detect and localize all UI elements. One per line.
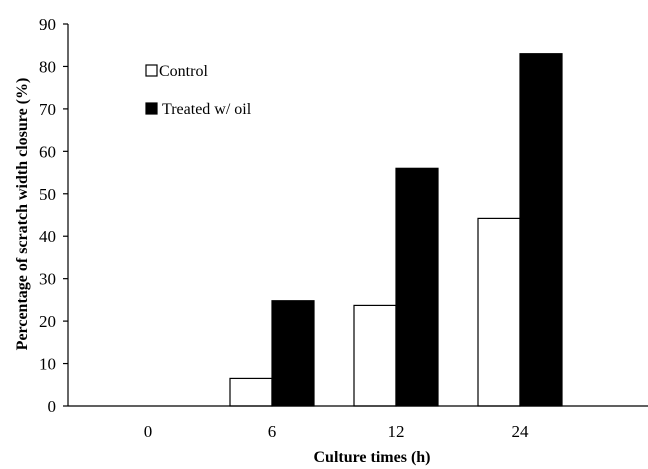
y-tick-label: 0 — [48, 397, 57, 416]
y-tick-label: 70 — [39, 100, 56, 119]
legend-label-treated: Treated w/ oil — [162, 101, 252, 118]
x-tick-label: 24 — [512, 422, 530, 441]
x-tick-label: 6 — [268, 422, 277, 441]
legend-label-control: Control — [159, 63, 208, 80]
y-tick-label: 10 — [39, 355, 56, 374]
y-tick-label: 80 — [39, 57, 56, 76]
y-tick-label: 40 — [39, 227, 56, 246]
y-axis-title: Percentage of scratch width closure (%) — [14, 78, 31, 351]
bar-treated-24h — [519, 53, 563, 407]
y-tick-label: 50 — [39, 185, 56, 204]
x-axis-ticks: 0 6 12 24 — [144, 422, 529, 441]
legend: Control Treated w/ oil — [145, 63, 252, 118]
bars — [229, 53, 563, 407]
y-tick-label: 20 — [39, 312, 56, 331]
bar-control-24h — [477, 217, 521, 407]
bar-treated-6h — [271, 300, 315, 407]
y-tick-label: 90 — [39, 15, 56, 34]
y-tick-label: 60 — [39, 142, 56, 161]
legend-swatch-treated — [145, 102, 158, 115]
bar-control-12h — [353, 304, 397, 407]
y-tick-label: 30 — [39, 270, 56, 289]
x-tick-label: 0 — [144, 422, 153, 441]
legend-swatch-control — [145, 64, 158, 77]
x-tick-label: 12 — [388, 422, 405, 441]
y-axis-ticks: 0 10 20 30 40 50 60 70 80 90 — [39, 15, 68, 416]
bar-control-6h — [229, 377, 273, 407]
bar-treated-12h — [395, 167, 439, 407]
x-axis-title: Culture times (h) — [313, 449, 430, 466]
